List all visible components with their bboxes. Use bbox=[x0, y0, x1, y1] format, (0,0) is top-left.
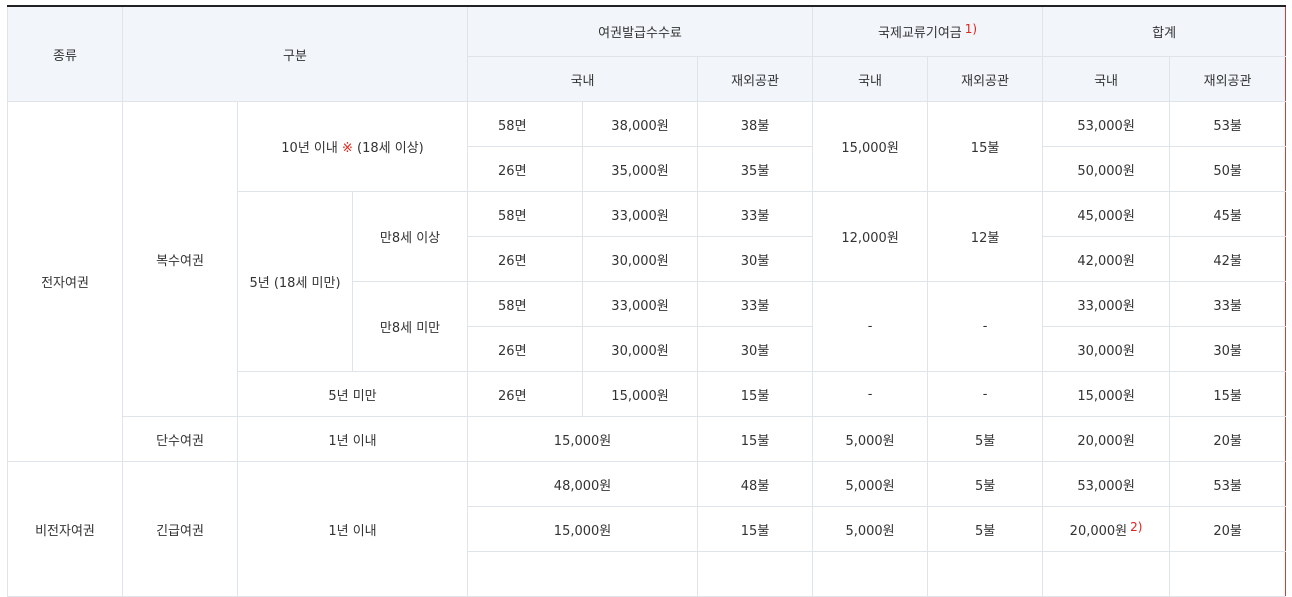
total-overseas-cell: 15불 bbox=[1169, 371, 1287, 417]
notice-mark: ※ bbox=[341, 141, 353, 156]
intl-exchange-fee-label: 국제교류기여금 bbox=[878, 26, 962, 41]
fee-overseas-cell: 48불 bbox=[697, 461, 814, 507]
total-overseas-cell: 53불 bbox=[1169, 461, 1287, 507]
total-domestic-cell: 20,000원 bbox=[1042, 416, 1171, 462]
category-five-years-under18: 5년 (18세 미만) bbox=[237, 191, 353, 372]
contrib-overseas-cell: 15불 bbox=[927, 101, 1044, 192]
table-row: 단수여권 1년 이내 15,000원 15불 5,000원 5불 20,000원… bbox=[8, 416, 1287, 462]
total-domestic-cell: 30,000원 bbox=[1042, 326, 1171, 372]
table-row: 만8세 미만 58면 33,000원 33불 - - 33,000원 33불 bbox=[8, 281, 1287, 372]
category-emergency: 긴급여권 bbox=[122, 461, 238, 597]
table-row: 5년 미만 26면 15,000원 15불 - - 15,000원 15불 bbox=[8, 371, 1287, 417]
category-single: 단수여권 bbox=[122, 416, 238, 462]
header-intl-exchange-fee: 국제교류기여금 1) bbox=[812, 5, 1044, 57]
header-category: 구분 bbox=[121, 5, 469, 102]
table-row: 전자여권 복수여권 10년 이내 ※ (18세 이상) 58면 38,000원 … bbox=[7, 101, 1287, 462]
total-domestic-cell: 53,000원 bbox=[1042, 461, 1171, 507]
contrib-domestic-cell: - bbox=[812, 281, 929, 372]
header-total: 합계 bbox=[1042, 5, 1287, 57]
contrib-domestic-cell: 5,000원 bbox=[812, 461, 929, 507]
total-domestic-cell: 53,000원 bbox=[1042, 101, 1171, 147]
table-row: 5년 (18세 미만) 만8세 이상 58면 33,000원 33불 12,00… bbox=[8, 191, 1287, 372]
pages-cell: 26면 bbox=[467, 371, 584, 417]
table-row: 26면 35,000원 35불 50,000원 50불 bbox=[8, 146, 1287, 192]
total-overseas-cell: 20불 bbox=[1169, 506, 1287, 552]
fee-overseas-cell: 15불 bbox=[697, 506, 814, 552]
fee-overseas-cell: 30불 bbox=[697, 236, 814, 282]
contrib-domestic-cell: 5,000원 bbox=[812, 506, 929, 552]
table-row: 26면 30,000원 30불 42,000원 42불 bbox=[8, 236, 1287, 282]
fee-domestic-cell: 15,000원 bbox=[582, 371, 699, 417]
fee-domestic-cell: 15,000원 bbox=[467, 506, 699, 552]
header-fee-domestic: 국내 bbox=[467, 56, 699, 102]
category-under5: 5년 미만 bbox=[236, 371, 469, 417]
contrib-overseas-cell: - bbox=[927, 281, 1044, 372]
fee-domestic-cell: 35,000원 bbox=[582, 146, 699, 192]
fee-domestic-cell: 33,000원 bbox=[582, 281, 699, 327]
fee-overseas-cell: 33불 bbox=[697, 191, 814, 237]
table-row: 비전자여권 긴급여권 1년 이내 48,000원 48불 5,000원 5불 5… bbox=[7, 461, 1287, 597]
footnote-1-link[interactable]: 1) bbox=[964, 22, 978, 36]
passport-fee-table: 종류 구분 여권발급수수료 국제교류기여금 1) 합계 국내 재외공관 국내 재외… bbox=[7, 5, 1287, 597]
contrib-overseas-cell: - bbox=[927, 371, 1044, 417]
pages-cell: 58면 bbox=[467, 101, 584, 147]
contrib-domestic-cell: 5,000원 bbox=[812, 416, 929, 462]
pages-cell: 26면 bbox=[467, 146, 584, 192]
category-within1: 1년 이내 bbox=[236, 416, 469, 462]
fee-overseas-cell: 15불 bbox=[697, 416, 814, 462]
total-overseas-cell: 45불 bbox=[1169, 191, 1287, 237]
total-overseas-cell: 42불 bbox=[1169, 236, 1287, 282]
fee-domestic-cell: 30,000원 bbox=[582, 326, 699, 372]
pages-cell: 26면 bbox=[467, 236, 584, 282]
fee-overseas-cell: 30불 bbox=[697, 326, 814, 372]
table-row: 26면 30,000원 30불 30,000원 30불 bbox=[8, 326, 1287, 372]
pages-cell: 58면 bbox=[467, 281, 584, 327]
header-type: 종류 bbox=[7, 5, 123, 102]
fee-domestic-cell: 33,000원 bbox=[582, 191, 699, 237]
fee-domestic-cell: 30,000원 bbox=[582, 236, 699, 282]
total-domestic-cell: 33,000원 bbox=[1042, 281, 1171, 327]
table-row: 15,000원 15불 5,000원 5불 20,000원 2) 20불 bbox=[8, 506, 1287, 552]
contrib-overseas-cell: 5불 bbox=[927, 506, 1044, 552]
fee-overseas-cell: 15불 bbox=[697, 371, 814, 417]
total-overseas-cell: 33불 bbox=[1169, 281, 1287, 327]
category-age8-over: 만8세 이상 bbox=[351, 191, 469, 282]
total-domestic-cell: 42,000원 bbox=[1042, 236, 1171, 282]
header-contrib-overseas: 재외공관 bbox=[927, 56, 1044, 102]
fee-domestic-cell: 48,000원 bbox=[467, 461, 699, 507]
contrib-overseas-cell: 5불 bbox=[927, 461, 1044, 507]
header-total-domestic: 국내 bbox=[1042, 56, 1171, 102]
fee-overseas-cell: 38불 bbox=[697, 101, 814, 147]
total-overseas-cell: 20불 bbox=[1169, 416, 1287, 462]
fee-overseas-cell: 35불 bbox=[697, 146, 814, 192]
contrib-domestic-cell: 12,000원 bbox=[812, 191, 929, 282]
header-contrib-domestic: 국내 bbox=[812, 56, 929, 102]
category-ten-years: 10년 이내 ※ (18세 이상) bbox=[236, 101, 469, 192]
total-domestic-cell: 20,000원 2) bbox=[1042, 506, 1171, 552]
contrib-domestic-cell: - bbox=[812, 371, 929, 417]
total-overseas-cell: 50불 bbox=[1169, 146, 1287, 192]
category-within1: 1년 이내 bbox=[236, 461, 469, 597]
pages-cell: 58면 bbox=[467, 191, 584, 237]
total-domestic-cell: 15,000원 bbox=[1042, 371, 1171, 417]
contrib-overseas-cell: 5불 bbox=[927, 416, 1044, 462]
category-age8-under: 만8세 미만 bbox=[351, 281, 469, 372]
header-total-overseas: 재외공관 bbox=[1169, 56, 1287, 102]
contrib-overseas-cell: 12불 bbox=[927, 191, 1044, 282]
category-multiple: 복수여권 bbox=[122, 101, 238, 417]
header-fee-overseas: 재외공관 bbox=[697, 56, 814, 102]
pages-cell: 26면 bbox=[467, 326, 584, 372]
type-electronic: 전자여권 bbox=[7, 101, 123, 462]
footnote-2-link[interactable]: 2) bbox=[1130, 519, 1143, 534]
total-overseas-cell: 53불 bbox=[1169, 101, 1287, 147]
total-domestic-cell: 50,000원 bbox=[1042, 146, 1171, 192]
fee-domestic-cell: 38,000원 bbox=[582, 101, 699, 147]
fee-overseas-cell: 33불 bbox=[697, 281, 814, 327]
total-domestic-cell: 45,000원 bbox=[1042, 191, 1171, 237]
header-issuance-fee: 여권발급수수료 bbox=[467, 5, 814, 57]
type-non-electronic: 비전자여권 bbox=[7, 461, 123, 597]
total-overseas-cell: 30불 bbox=[1169, 326, 1287, 372]
fee-domestic-cell: 15,000원 bbox=[467, 416, 699, 462]
contrib-domestic-cell: 15,000원 bbox=[812, 101, 929, 192]
